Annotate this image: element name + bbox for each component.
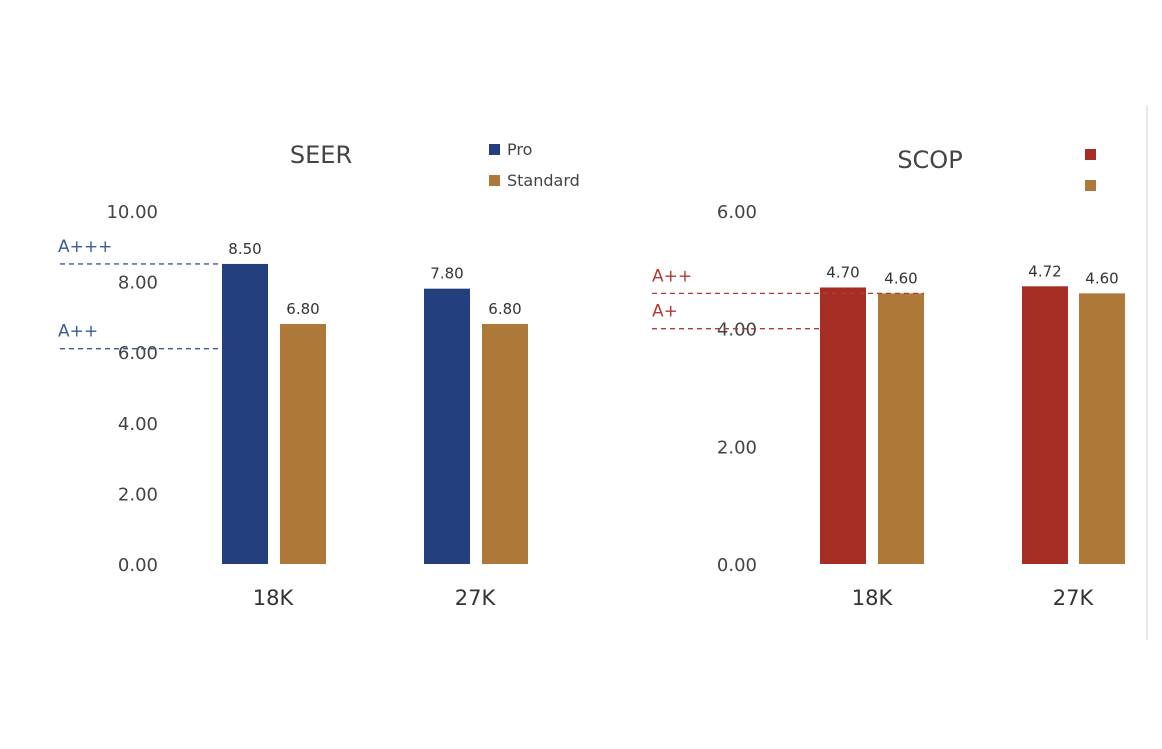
bar-series-0: [1022, 286, 1068, 564]
reference-label: A++: [58, 322, 98, 342]
legend-swatch: [489, 175, 500, 186]
seer-chart: SEER 0.00 2.00 4.00 6.00 8.00 10.00 18K 27K 8.50 7…: [58, 140, 580, 610]
data-label: 6.80: [488, 300, 521, 318]
reference-label: A+: [652, 302, 678, 322]
bar-series-1: [878, 293, 924, 564]
x-tick-label: 18K: [253, 586, 295, 610]
y-tick-label: 2.00: [717, 437, 757, 458]
bar-series-0: [820, 287, 866, 564]
legend-swatch: [1085, 180, 1096, 191]
y-tick-label: 6.00: [717, 202, 757, 223]
legend-swatch: [1085, 149, 1096, 160]
scop-chart: SCOP 0.00 2.00 4.00 6.00 18K 27K 4.70 4.72 4.60 4.…: [652, 146, 1125, 610]
data-label: 6.80: [286, 300, 319, 318]
bar-standard: [482, 323, 528, 564]
y-tick-label: 10.00: [106, 202, 158, 223]
chart-title: SEER: [290, 141, 352, 169]
data-label: 4.70: [826, 263, 859, 281]
y-tick-label: 4.00: [118, 414, 158, 435]
data-label: 4.60: [884, 269, 917, 287]
x-tick-label: 27K: [455, 586, 497, 610]
y-tick-label: 4.00: [717, 320, 757, 341]
data-label: 4.72: [1028, 262, 1061, 280]
y-tick-label: 0.00: [118, 555, 158, 576]
data-label: 4.60: [1085, 269, 1118, 287]
x-tick-label: 27K: [1053, 586, 1095, 610]
y-tick-label: 6.00: [118, 343, 158, 364]
legend-swatch: [489, 144, 500, 155]
data-label: 7.80: [430, 265, 463, 283]
reference-label: A+++: [58, 237, 112, 257]
bar-pro: [222, 263, 268, 564]
data-label: 8.50: [228, 240, 261, 258]
legend-label: Standard: [507, 171, 580, 190]
legend-label: Pro: [507, 140, 532, 159]
y-tick-label: 0.00: [717, 555, 757, 576]
y-tick-label: 2.00: [118, 484, 158, 505]
y-tick-label: 8.00: [118, 273, 158, 294]
chart-title: SCOP: [897, 146, 962, 174]
bar-pro: [424, 288, 470, 564]
x-tick-label: 18K: [852, 586, 894, 610]
reference-label: A++: [652, 266, 692, 286]
bar-series-1: [1079, 293, 1125, 564]
bar-standard: [280, 323, 326, 564]
